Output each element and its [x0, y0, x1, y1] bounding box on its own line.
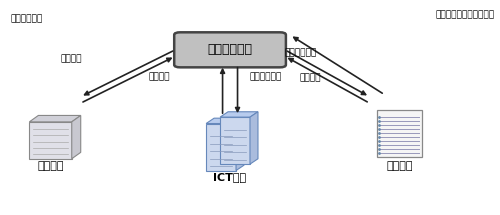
Text: コントローラ: コントローラ — [208, 43, 252, 56]
Polygon shape — [72, 115, 80, 159]
Bar — [377, 110, 422, 157]
Polygon shape — [250, 112, 258, 164]
Polygon shape — [220, 112, 258, 117]
Text: 運転台数制御: 運転台数制御 — [250, 72, 282, 81]
Text: 運転情報: 運転情報 — [148, 72, 170, 81]
Text: 温度設定・運転台数制御: 温度設定・運転台数制御 — [435, 10, 494, 19]
Bar — [30, 122, 72, 159]
Text: 運転台数制御: 運転台数制御 — [285, 49, 317, 58]
Text: 運転情報: 運転情報 — [60, 54, 82, 63]
Text: 空調装置: 空調装置 — [386, 161, 413, 171]
Polygon shape — [236, 118, 244, 170]
Text: 運転台数制御: 運転台数制御 — [10, 14, 43, 23]
Text: 電源装置: 電源装置 — [38, 161, 64, 171]
FancyBboxPatch shape — [174, 32, 286, 67]
Polygon shape — [206, 118, 244, 124]
Polygon shape — [206, 124, 236, 170]
Polygon shape — [30, 115, 80, 122]
Text: 運転情報: 運転情報 — [300, 73, 322, 82]
Text: ICT装置: ICT装置 — [214, 172, 246, 182]
Polygon shape — [220, 117, 250, 164]
